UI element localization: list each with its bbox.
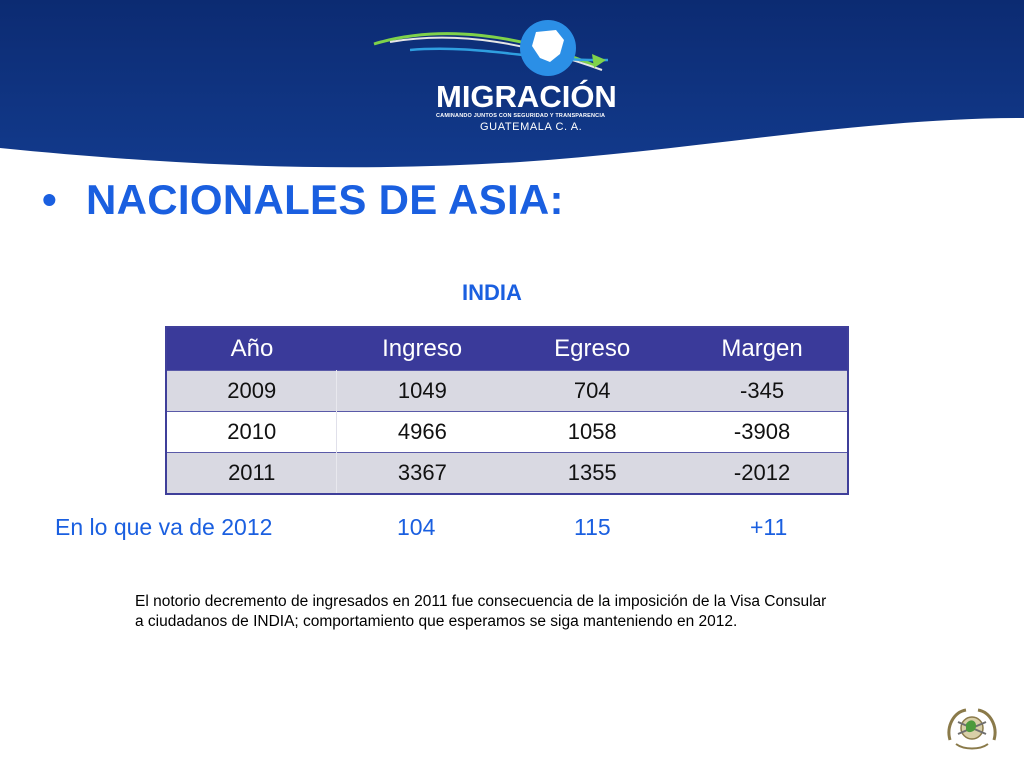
cell-ingreso: 3367 [336,452,508,494]
country-label: INDIA [462,280,522,305]
title-row: • NACIONALES DE ASIA: [42,172,564,228]
summary-ingreso: 104 [397,514,436,540]
table-row: 2011 3367 1355 -2012 [166,452,848,494]
cell-egreso: 1058 [507,411,678,453]
data-table: Año Ingreso Egreso Margen 2009 1049 704 … [165,326,849,495]
table-row: 2010 4966 1058 -3908 [166,411,848,453]
page-title: NACIONALES DE ASIA: [86,176,564,223]
cell-year: 2010 [166,411,338,453]
table-header-row: Año Ingreso Egreso Margen [166,327,848,371]
table-row: 2009 1049 704 -345 [166,370,848,412]
header-margen: Margen [677,327,848,371]
cell-egreso: 704 [507,370,678,412]
cell-ingreso: 4966 [336,411,508,453]
bullet-glyph: • [42,176,57,223]
cell-year: 2011 [166,452,338,494]
logo-country: GUATEMALA C. A. [480,121,583,133]
header-egreso: Egreso [507,327,678,371]
cell-egreso: 1355 [507,452,678,494]
cell-year: 2009 [166,370,338,412]
cell-margen: -2012 [677,452,848,494]
header-year: Año [166,327,337,371]
header-ingreso: Ingreso [336,327,508,371]
summary-row: En lo que va de 2012 104 115 +11 [0,514,1024,546]
logo-tagline: CAMINANDO JUNTOS CON SEGURIDAD Y TRANSPA… [436,113,606,119]
logo-wordmark: MIGRACIÓN [436,79,617,114]
header-band [0,0,1024,168]
cell-margen: -345 [677,370,848,412]
migracion-logo: MIGRACIÓN CAMINANDO JUNTOS CON SEGURIDAD… [370,14,650,134]
summary-margen: +11 [750,514,788,540]
summary-label: En lo que va de 2012 [55,514,273,540]
cell-margen: -3908 [677,411,848,453]
cell-ingreso: 1049 [336,370,508,412]
note-paragraph: El notorio decremento de ingresados en 2… [135,593,827,630]
summary-egreso: 115 [574,514,611,540]
coat-of-arms-seal [944,704,1000,754]
